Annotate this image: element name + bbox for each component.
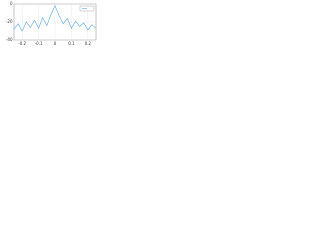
y-tick-label: -40 xyxy=(6,37,13,42)
x-tick-label: -0.2 xyxy=(18,41,26,46)
page: {"chart_data": {"type": "line", "x": [-0… xyxy=(0,0,100,51)
y-tick-label: -20 xyxy=(6,19,13,24)
y-tick-label: 0 xyxy=(10,1,13,6)
chart: -40 -20 0 -0.2 -0.1 0 0.1 0.2 xyxy=(6,1,97,46)
x-tick-label: -0.1 xyxy=(35,41,43,46)
x-tick-label: 0.1 xyxy=(68,41,75,46)
x-tick-label: 0.2 xyxy=(85,41,92,46)
x-tick-label: 0 xyxy=(54,41,57,46)
line-series xyxy=(13,5,97,32)
